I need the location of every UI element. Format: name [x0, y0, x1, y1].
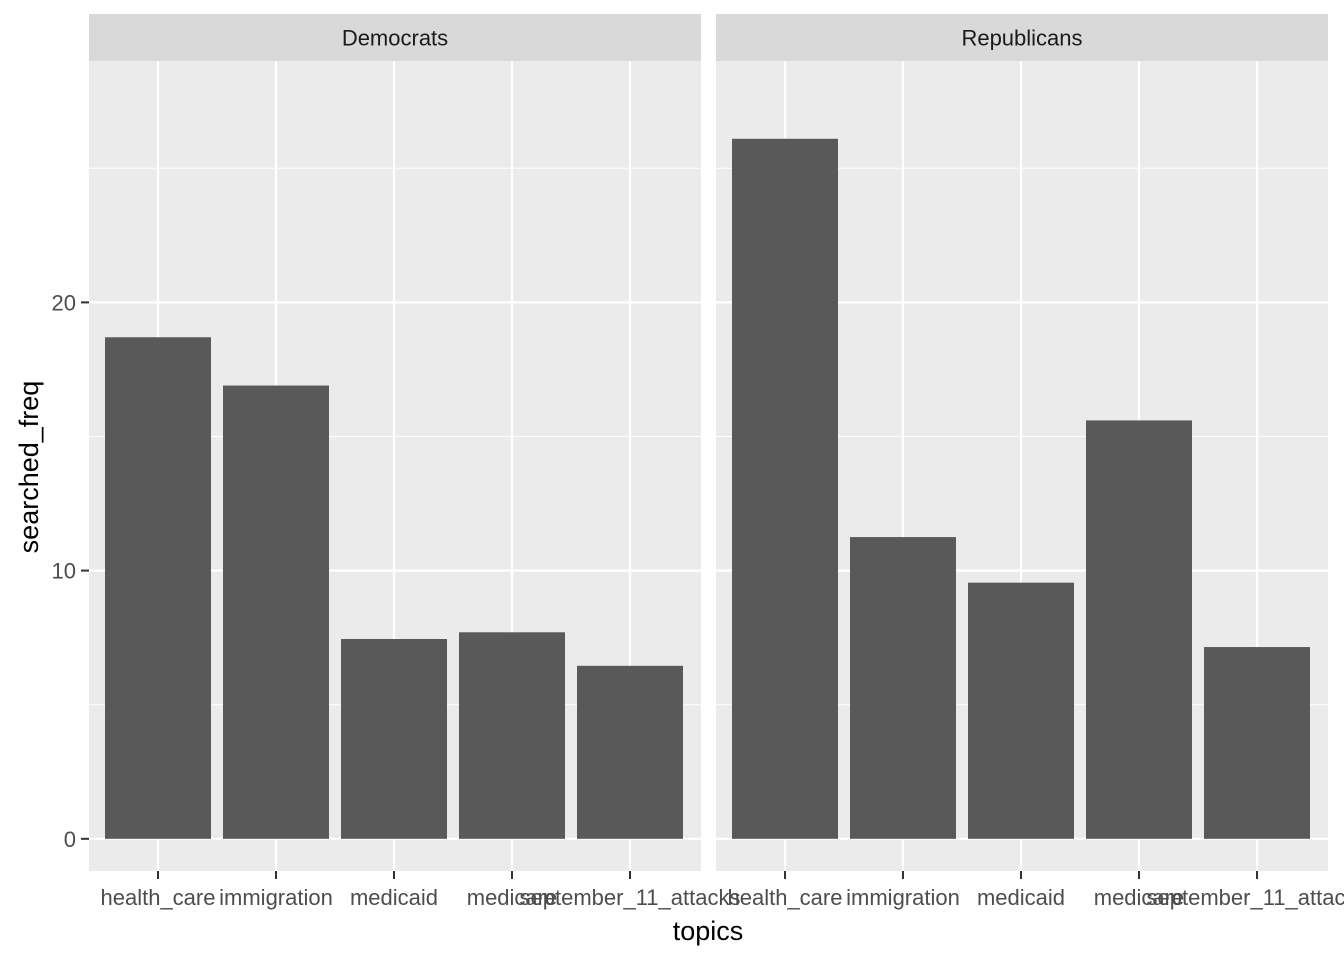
facet-strip-label: Democrats	[342, 26, 448, 51]
y-axis: 0 10 20	[52, 290, 89, 852]
facet-strip-label: Republicans	[961, 26, 1082, 51]
bar-republicans-medicaid	[968, 582, 1074, 839]
x-tick-label: september_11_attacks	[1147, 885, 1344, 910]
y-tick-label: 10	[52, 559, 76, 584]
y-axis-title: searched_freq	[14, 381, 44, 554]
bar-democrats-september_11_attacks	[577, 665, 683, 839]
bar-democrats-health_care	[105, 337, 211, 839]
y-tick-label: 20	[52, 290, 76, 315]
bar-republicans-immigration	[850, 537, 956, 839]
x-tick-label: medicaid	[350, 885, 438, 910]
facet-strip	[716, 14, 1328, 61]
bar-republicans-medicare	[1086, 420, 1192, 839]
bar-republicans-health_care	[732, 138, 838, 839]
y-tick-label: 0	[64, 827, 76, 852]
bar-democrats-medicaid	[341, 638, 447, 839]
bar-democrats-immigration	[223, 385, 329, 839]
x-tick-label: health_care	[728, 885, 843, 910]
x-tick-label: immigration	[846, 885, 960, 910]
bar-republicans-september_11_attacks	[1204, 647, 1310, 839]
facet-strip	[89, 14, 701, 61]
panel-republicans: Republicans health_care immigration medicai…	[716, 14, 1344, 910]
x-tick-label: medicare	[1094, 885, 1184, 910]
x-tick-label: health_care	[101, 885, 216, 910]
x-tick-label: medicare	[467, 885, 557, 910]
x-tick-label: september_11_attacks	[520, 885, 741, 910]
x-tick-label: immigration	[219, 885, 333, 910]
x-tick-label: medicaid	[977, 885, 1065, 910]
bar-democrats-medicare	[459, 632, 565, 839]
panel-democrats: Democrats health_care immigration medicaid m…	[89, 14, 740, 910]
x-axis-title: topics	[673, 916, 744, 946]
